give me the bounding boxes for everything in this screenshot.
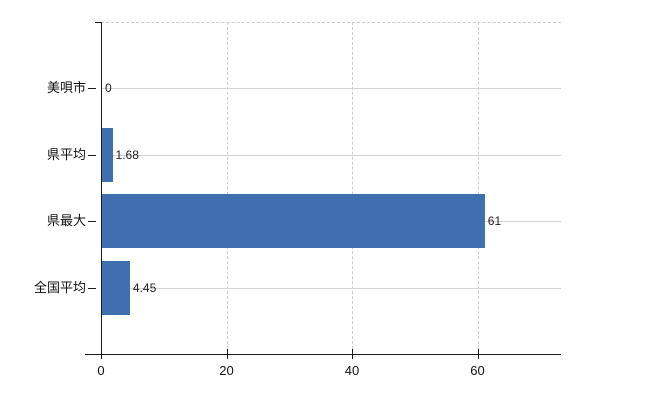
gridline-horizontal — [101, 287, 561, 289]
value-label: 0 — [105, 81, 112, 96]
y-tick-mark — [88, 221, 96, 223]
gridline-vertical — [477, 22, 479, 354]
x-tick-mark — [352, 349, 354, 359]
gridline-vertical — [352, 22, 354, 354]
plot-area: 0 1.68 61 4.45 — [101, 22, 561, 354]
y-axis — [101, 22, 102, 359]
x-tick-label: 40 — [344, 363, 360, 378]
value-label: 1.68 — [115, 147, 139, 162]
y-tick-mark — [88, 88, 96, 90]
y-axis-top-tick — [95, 22, 101, 23]
x-tick-mark — [101, 349, 102, 359]
value-label: 4.45 — [132, 280, 157, 295]
x-tick-mark — [226, 349, 228, 359]
category-label: 県平均 — [46, 146, 86, 162]
y-tick-mark — [88, 287, 96, 289]
bar — [102, 194, 485, 249]
x-tick-label: 20 — [219, 363, 234, 378]
x-axis — [85, 354, 561, 355]
x-tick-label: 60 — [470, 363, 485, 378]
x-tick-label: 0 — [97, 363, 105, 378]
category-label: 県最大 — [46, 213, 86, 229]
gridline-vertical — [226, 22, 228, 354]
category-label: 美唄市 — [46, 80, 86, 96]
value-label: 61 — [487, 214, 502, 229]
bar — [102, 260, 130, 315]
gridline-horizontal — [101, 88, 561, 90]
x-tick-mark — [477, 349, 479, 359]
plot-top-border — [101, 22, 561, 23]
category-label: 全国平均 — [33, 279, 86, 295]
bar — [102, 127, 113, 182]
gridline-horizontal — [101, 154, 561, 156]
y-tick-mark — [88, 154, 96, 156]
